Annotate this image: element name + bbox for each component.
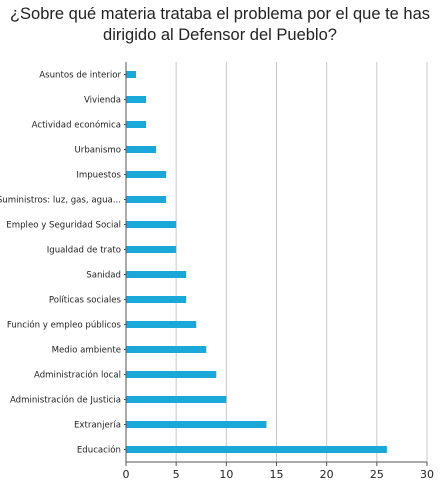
bar-11 bbox=[126, 321, 197, 328]
category-label-1: Asuntos de interior bbox=[39, 71, 121, 81]
chart-title-line-2: dirigido al Defensor del Pueblo? bbox=[103, 26, 337, 44]
bar-14 bbox=[126, 396, 227, 403]
bar-9 bbox=[126, 271, 187, 278]
chart-title-line-1: ¿Sobre qué materia trataba el problema p… bbox=[9, 5, 431, 23]
category-label-4: Urbanismo bbox=[75, 146, 122, 156]
bar-7 bbox=[126, 221, 177, 228]
x-tick-label-15: 15 bbox=[270, 468, 284, 481]
x-tick-label-5: 5 bbox=[173, 468, 180, 481]
category-label-14: Administración de Justicia bbox=[10, 395, 121, 406]
category-label-11: Función y empleo públicos bbox=[7, 320, 122, 331]
category-label-10: Políticas sociales bbox=[49, 296, 122, 306]
category-label-7: Empleo y Seguridad Social bbox=[6, 221, 121, 231]
bar-4 bbox=[126, 146, 157, 153]
category-label-9: Sanidad bbox=[86, 271, 121, 281]
category-label-5: Impuestos bbox=[76, 171, 121, 181]
category-label-15: Extranjería bbox=[74, 421, 121, 431]
bar-15 bbox=[126, 421, 267, 428]
category-label-3: Actividad económica bbox=[32, 120, 121, 131]
category-label-12: Medio ambiente bbox=[52, 346, 121, 356]
bar-6 bbox=[126, 196, 167, 203]
bar-13 bbox=[126, 371, 217, 378]
bar-1 bbox=[126, 71, 137, 78]
bar-8 bbox=[126, 246, 177, 253]
x-tick-label-20: 20 bbox=[320, 468, 334, 481]
x-tick-label-10: 10 bbox=[219, 468, 233, 481]
x-tick-label-25: 25 bbox=[370, 468, 384, 481]
bar-2 bbox=[126, 96, 147, 103]
bar-16 bbox=[126, 446, 387, 453]
x-tick-label-0: 0 bbox=[123, 468, 130, 481]
category-label-6: Suministros: luz, gas, agua... bbox=[0, 196, 121, 206]
bar-3 bbox=[126, 121, 147, 128]
chart-title: ¿Sobre qué materia trataba el problema p… bbox=[0, 4, 440, 46]
bar-12 bbox=[126, 346, 207, 353]
bar-10 bbox=[126, 296, 187, 303]
category-label-8: Igualdad de trato bbox=[47, 246, 121, 256]
category-label-16: Educación bbox=[77, 445, 121, 456]
x-tick-label-30: 30 bbox=[420, 468, 434, 481]
bar-5 bbox=[126, 171, 167, 178]
category-label-2: Vivienda bbox=[84, 96, 121, 106]
category-label-13: Administración local bbox=[34, 370, 121, 381]
